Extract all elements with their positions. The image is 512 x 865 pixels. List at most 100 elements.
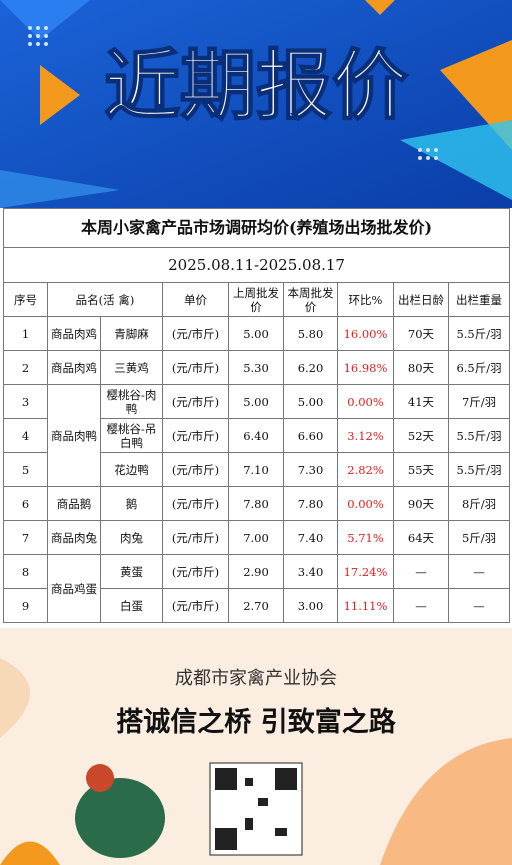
decor — [0, 0, 90, 40]
last-week-price: 7.00 — [228, 520, 284, 555]
this-week-price: 6.60 — [283, 418, 338, 453]
data-row: 8 商品鸡蛋 黄蛋 (元/市斤) 2.90 3.40 17.24% — — — [3, 554, 511, 623]
change: 11.11% — [337, 588, 394, 623]
header-cell: 环比% — [337, 282, 394, 317]
footer: 成都市家禽产业协会 搭诚信之桥 引致富之路 — [0, 628, 512, 865]
header-cell: 单价 — [162, 282, 229, 317]
unit: (元/市斤) — [162, 486, 229, 521]
this-week-price: 3.00 — [283, 588, 338, 623]
decor — [0, 841, 60, 865]
decor — [0, 658, 30, 738]
change: 3.12% — [337, 418, 394, 453]
header-cell: 出栏重量 — [447, 282, 511, 317]
product-name: 白蛋 — [100, 588, 163, 623]
category: 商品鹅 — [47, 486, 101, 521]
row-number: 7 — [3, 520, 48, 555]
weight: 5.5斤/羽 — [447, 316, 511, 351]
age: 70天 — [393, 316, 449, 351]
data-row: 4 樱桃谷-吊白鸭 (元/市斤) 6.40 6.60 3.12% 52天 5.5斤/羽 — [3, 418, 511, 453]
data-row: 2 商品肉鸡 三黄鸡 (元/市斤) 5.30 6.20 16.98% 80天 6.5斤/羽 — [3, 350, 511, 385]
product-name: 樱桃谷-肉 鸭 — [100, 384, 163, 419]
header-cell: 本周批发价 — [283, 282, 338, 317]
banner-bg — [0, 0, 512, 208]
row-number: 5 — [3, 452, 48, 487]
banner: 近期报价 — [0, 0, 512, 208]
weight: 5.5斤/羽 — [447, 452, 511, 487]
age: 41天 — [393, 384, 449, 419]
change: 16.00% — [337, 316, 394, 351]
banner-title: 近期报价 — [104, 41, 408, 130]
row-number: 9 — [3, 588, 48, 623]
decor — [365, 0, 395, 15]
unit: (元/市斤) — [162, 384, 229, 419]
price-table: 本周小家禽产品市场调研均价(养殖场出场批发价) 2025.08.11-2025.… — [2, 208, 511, 623]
table-title: 本周小家禽产品市场调研均价(养殖场出场批发价) — [2, 208, 511, 248]
change: 0.00% — [337, 486, 394, 521]
category: 商品肉鸭 — [47, 384, 101, 487]
age: 52天 — [393, 418, 449, 453]
product-name: 鹅 — [100, 486, 163, 521]
unit: (元/市斤) — [162, 418, 229, 453]
last-week-price: 7.80 — [228, 486, 284, 521]
weight: — — [447, 588, 511, 623]
weight: 6.5斤/羽 — [447, 350, 511, 385]
age: 90天 — [393, 486, 449, 521]
product-name: 青脚麻 — [100, 316, 163, 351]
weight: 5.5斤/羽 — [447, 418, 511, 453]
date-range: 2025.08.11-2025.08.17 — [2, 247, 511, 283]
product-name: 肉兔 — [100, 520, 163, 555]
last-week-price: 2.90 — [228, 554, 284, 589]
age: 55天 — [393, 452, 449, 487]
row-number: 3 — [3, 384, 48, 419]
category: 商品肉鸡 — [47, 350, 101, 385]
age: 80天 — [393, 350, 449, 385]
change: 5.71% — [337, 520, 394, 555]
product-name: 黄蛋 — [100, 554, 163, 589]
this-week-price: 5.80 — [283, 316, 338, 351]
this-week-price: 7.30 — [283, 452, 338, 487]
change: 2.82% — [337, 452, 394, 487]
last-week-price: 2.70 — [228, 588, 284, 623]
data-row: 1 商品肉鸡 青脚麻 (元/市斤) 5.00 5.80 16.00% 70天 5.5斤/羽 — [3, 316, 511, 351]
header-cell: 上周批发价 — [228, 282, 284, 317]
decor — [40, 65, 80, 125]
unit: (元/市斤) — [162, 554, 229, 589]
row-number: 8 — [3, 554, 48, 589]
this-week-price: 7.40 — [283, 520, 338, 555]
unit: (元/市斤) — [162, 350, 229, 385]
unit: (元/市斤) — [162, 316, 229, 351]
weight: 7斤/羽 — [447, 384, 511, 419]
weight: 5斤/羽 — [447, 520, 511, 555]
data-row: 5 花边鸭 (元/市斤) 7.10 7.30 2.82% 55天 5.5斤/羽 — [3, 452, 511, 487]
weight: — — [447, 554, 511, 589]
data-row: 3 商品肉鸭 樱桃谷-肉 鸭 (元/市斤) 5.00 5.00 0.00% 41天 7斤/羽 — [3, 384, 511, 487]
weight: 8斤/羽 — [447, 486, 511, 521]
last-week-price: 7.10 — [228, 452, 284, 487]
data-row: 9 白蛋 (元/市斤) 2.70 3.00 11.11% — — — [3, 588, 511, 623]
age: — — [393, 554, 449, 589]
dots — [28, 26, 438, 160]
decor — [440, 40, 512, 150]
age: — — [393, 588, 449, 623]
unit: (元/市斤) — [162, 520, 229, 555]
decor — [400, 120, 512, 200]
header-cell: 序号 — [3, 282, 48, 317]
data-row: 7 商品肉兔 肉兔 (元/市斤) 7.00 7.40 5.71% 64天 5斤/羽 — [3, 520, 511, 555]
age: 64天 — [393, 520, 449, 555]
product-name: 三黄鸡 — [100, 350, 163, 385]
org-name: 成都市家禽产业协会 — [175, 668, 337, 689]
this-week-price: 7.80 — [283, 486, 338, 521]
change: 0.00% — [337, 384, 394, 419]
product-name: 樱桃谷-吊白鸭 — [100, 418, 163, 453]
this-week-price: 3.40 — [283, 554, 338, 589]
rooster — [86, 764, 114, 792]
category: 商品鸡蛋 — [47, 554, 101, 623]
data-row: 6 商品鹅鹅 (元/市斤) 7.80 7.80 0.00% 90天 8斤/羽 — [3, 486, 511, 521]
rooster — [75, 778, 165, 858]
decor — [380, 738, 512, 865]
qr-code — [215, 768, 297, 850]
unit: (元/市斤) — [162, 588, 229, 623]
slogan: 搭诚信之桥 引致富之路 — [116, 706, 396, 738]
row-number: 4 — [3, 418, 48, 453]
